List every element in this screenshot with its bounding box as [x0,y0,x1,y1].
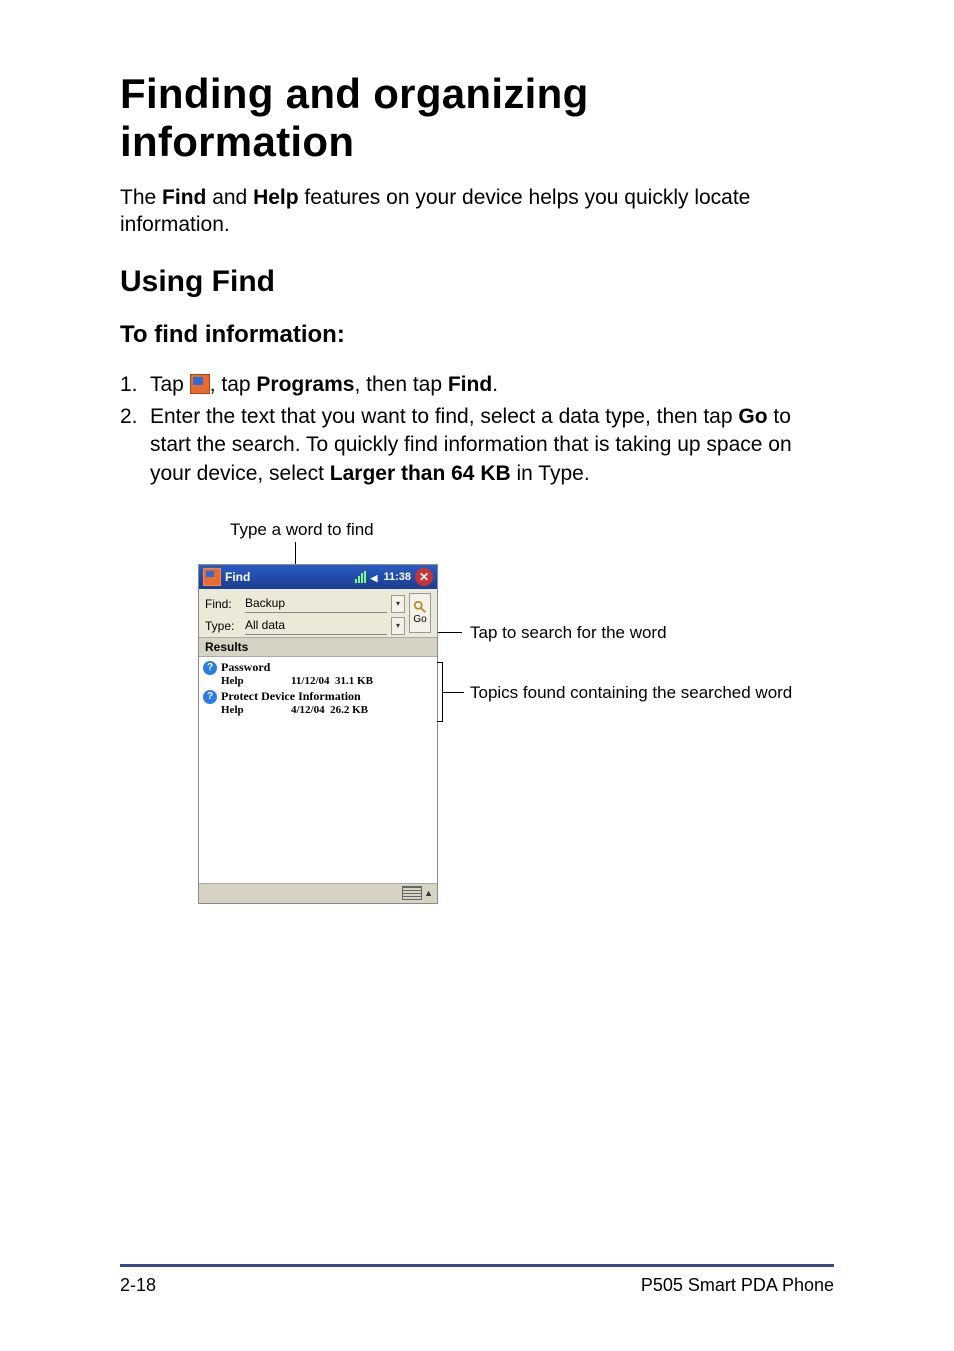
results-list: ? Password Help 11/12/04 31.1 KB ? Prote… [199,657,437,719]
result-source: Help [221,675,291,687]
type-value: All data [245,618,285,632]
type-label: Type: [205,619,241,633]
type-select[interactable]: All data [245,617,387,635]
device-screenshot: Find 11:38 ✕ Find: Backup ▾ [198,564,438,904]
title-bar: Find 11:38 ✕ [199,565,437,589]
text: The [120,186,162,209]
step-text: Tap , tap Programs, then tap Find. [150,371,834,399]
status-area: 11:38 [355,571,411,583]
help-icon: ? [203,661,217,675]
footer-rule [120,1264,834,1267]
result-date: 11/12/04 [291,675,330,687]
result-date: 4/12/04 [291,704,325,716]
keyboard-icon[interactable] [402,886,422,900]
term-go: Go [738,405,767,428]
go-label: Go [413,614,426,625]
find-input[interactable]: Backup [245,595,387,613]
type-row: Type: All data ▾ [205,615,405,637]
document-page: Finding and organizing information The F… [0,0,954,1351]
step-2: 2. Enter the text that you want to find,… [120,403,834,488]
text: Enter the text that you want to find, se… [150,405,738,428]
app-title: Find [225,570,355,584]
term-help: Help [253,186,299,209]
clock: 11:38 [383,571,411,583]
result-size: 26.2 KB [330,704,368,716]
step-1: 1. Tap , tap Programs, then tap Find. [120,371,834,399]
results-header: Results [199,637,437,657]
signal-icon [355,571,367,583]
find-dropdown[interactable]: ▾ [391,595,405,613]
result-item[interactable]: ? Password Help 11/12/04 31.1 KB [203,659,433,688]
step-text: Enter the text that you want to find, se… [150,403,834,488]
term-find: Find [162,186,206,209]
result-source: Help [221,704,291,716]
result-title: Password [221,660,433,675]
callout-line [448,692,464,693]
result-item[interactable]: ? Protect Device Information Help 4/12/0… [203,688,433,717]
text: in Type. [511,462,590,485]
text: Tap [150,373,190,396]
callout-line [438,632,462,633]
find-value: Backup [245,596,285,610]
term-larger: Larger than 64 KB [330,462,511,485]
find-label: Find: [205,597,241,611]
start-flag-icon [190,374,210,394]
speaker-icon [370,572,380,582]
step-number: 1. [120,371,150,399]
search-icon [413,600,427,614]
text: and [206,186,253,209]
callout-brace [442,662,443,722]
help-icon: ? [203,690,217,704]
term-find: Find [448,373,492,396]
search-form: Find: Backup ▾ Type: All data ▾ [199,589,437,637]
step-number: 2. [120,403,150,488]
page-footer: 2-18 P505 Smart PDA Phone [120,1264,834,1296]
figure: Type a word to find Find 11:38 ✕ Find: [120,520,834,930]
term-programs: Programs [256,373,354,396]
intro-paragraph: The Find and Help features on your devic… [120,184,834,239]
menu-up-icon[interactable]: ▲ [424,888,433,898]
heading-3: To find information: [120,321,834,349]
heading-1: Finding and organizing information [120,70,834,166]
go-button[interactable]: Go [409,593,431,633]
callout-go: Tap to search for the word [470,623,667,643]
text: , tap [210,373,257,396]
book-title: P505 Smart PDA Phone [641,1275,834,1296]
callout-results: Topics found containing the searched wor… [470,683,792,703]
find-row: Find: Backup ▾ [205,593,405,615]
device-bottom-bar: ▲ [199,883,437,903]
result-title: Protect Device Information [221,689,433,704]
close-button[interactable]: ✕ [415,568,433,586]
text: . [492,373,498,396]
text: , then tap [354,373,447,396]
heading-2: Using Find [120,265,834,299]
page-number: 2-18 [120,1275,156,1296]
result-size: 31.1 KB [335,675,373,687]
callout-type-word: Type a word to find [230,520,374,540]
start-icon[interactable] [203,568,221,586]
type-dropdown[interactable]: ▾ [391,617,405,635]
